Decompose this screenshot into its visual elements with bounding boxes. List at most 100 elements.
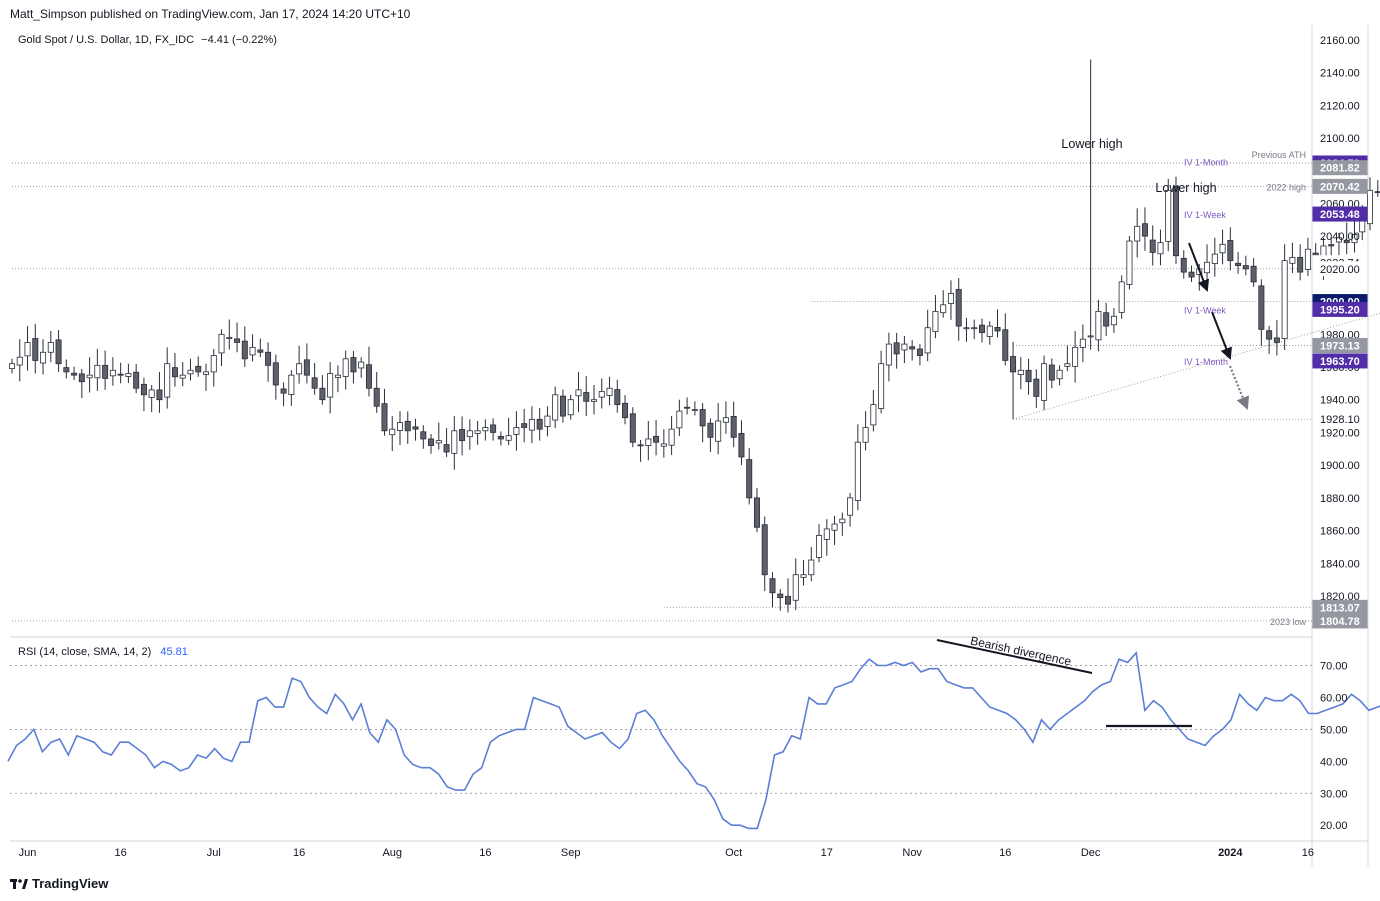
price-tag-label: 1804.78: [1320, 616, 1360, 628]
price-tag: [1312, 206, 1368, 222]
candle-body: [1064, 363, 1071, 367]
candle-body: [916, 348, 923, 356]
candle-body: [715, 420, 722, 442]
candle-157: [1227, 227, 1234, 271]
level-note: IV 1-Month: [1184, 158, 1228, 168]
candle-body: [1273, 337, 1280, 343]
symbol-title[interactable]: Gold Spot / U.S. Dollar, 1D, FX_IDC: [18, 34, 195, 46]
tradingview-logo[interactable]: TradingView: [10, 876, 108, 891]
candle-151: [1180, 250, 1187, 279]
candle-body: [16, 356, 23, 366]
candle-body: [451, 430, 458, 454]
candle-body: [878, 363, 885, 409]
candle-22: [179, 362, 186, 387]
candle-90: [707, 418, 714, 453]
candle-body: [761, 524, 768, 576]
candle-5: [47, 331, 54, 363]
candle-26: [210, 348, 217, 387]
candle-129: [1010, 341, 1017, 420]
candle-53: [420, 425, 427, 449]
candle-47: [373, 371, 380, 413]
candle-body: [1343, 239, 1350, 244]
candle-body: [567, 399, 574, 416]
candle-83: [653, 419, 660, 456]
candle-body: [559, 395, 566, 417]
candle-20: [164, 347, 171, 409]
candle-body: [358, 361, 365, 369]
candle-57: [451, 416, 458, 470]
candle-91: [715, 402, 722, 455]
candle-147: [1149, 225, 1156, 266]
candle-body: [722, 417, 729, 423]
time-tick-label: Sep: [561, 847, 581, 859]
rsi-title[interactable]: RSI (14, close, SMA, 14, 2): [18, 646, 152, 658]
candle-13: [109, 357, 116, 386]
candle-body: [505, 435, 512, 441]
price-tick-label: 2040.00: [1320, 231, 1360, 243]
candle-69: [544, 406, 551, 437]
candle-7: [63, 359, 70, 379]
candle-body: [1087, 335, 1094, 338]
candle-144: [1126, 236, 1133, 290]
candle-78: [614, 379, 621, 413]
candle-145: [1134, 208, 1141, 258]
candle-body: [373, 387, 380, 407]
candle-95: [746, 448, 753, 505]
candle-body: [513, 427, 520, 435]
candle-body: [1041, 363, 1048, 401]
time-tick-label: Nov: [902, 847, 922, 859]
candle-19: [156, 371, 163, 413]
candle-70: [552, 386, 559, 429]
candle-10: [86, 357, 93, 393]
candle-140: [1095, 299, 1102, 352]
candle-121: [947, 280, 954, 320]
candle-body: [1118, 281, 1125, 313]
brand-name: TradingView: [32, 876, 109, 891]
candle-body: [1242, 265, 1249, 270]
candle-body: [777, 593, 784, 599]
rsi-tick-label: 50.00: [1320, 724, 1348, 736]
price-tag: [1312, 178, 1368, 194]
candle-body: [738, 433, 745, 458]
candle-73: [575, 371, 582, 413]
candle-body: [210, 355, 217, 373]
candle-111: [870, 389, 877, 432]
candle-17: [140, 377, 147, 412]
candle-120: [940, 290, 947, 318]
candle-body: [870, 404, 877, 426]
candle-body: [785, 595, 792, 605]
candle-164: [1281, 244, 1288, 350]
candle-body: [171, 367, 178, 378]
candle-body: [296, 363, 303, 375]
price-tag-label: 1963.70: [1320, 356, 1360, 368]
candle-34: [272, 354, 279, 400]
candle-body: [71, 372, 78, 376]
candle-92: [722, 401, 729, 434]
candle-body: [1141, 223, 1148, 237]
candle-156: [1219, 229, 1226, 265]
candle-21: [171, 352, 178, 387]
price-tick-label: 1840.00: [1320, 558, 1360, 570]
candle-body: [536, 418, 543, 430]
candle-body: [1266, 330, 1273, 340]
candle-body: [1289, 256, 1296, 264]
candle-154: [1204, 244, 1211, 288]
time-tick-label: Aug: [382, 847, 402, 859]
candle-166: [1297, 244, 1304, 281]
candle-body: [1103, 312, 1110, 327]
candle-63: [497, 431, 504, 446]
candle-body: [1002, 329, 1009, 361]
candle-body: [629, 413, 636, 443]
candle-85: [668, 416, 675, 455]
candle-38: [303, 343, 310, 384]
candle-55: [435, 422, 442, 450]
candle-102: [800, 560, 807, 586]
candle-body: [1072, 346, 1079, 367]
rsi-line: [7, 650, 1380, 830]
candle-body: [955, 289, 962, 327]
candle-115: [901, 335, 908, 364]
candle-body: [808, 559, 815, 576]
candle-body: [847, 497, 854, 516]
candle-29: [234, 322, 241, 353]
